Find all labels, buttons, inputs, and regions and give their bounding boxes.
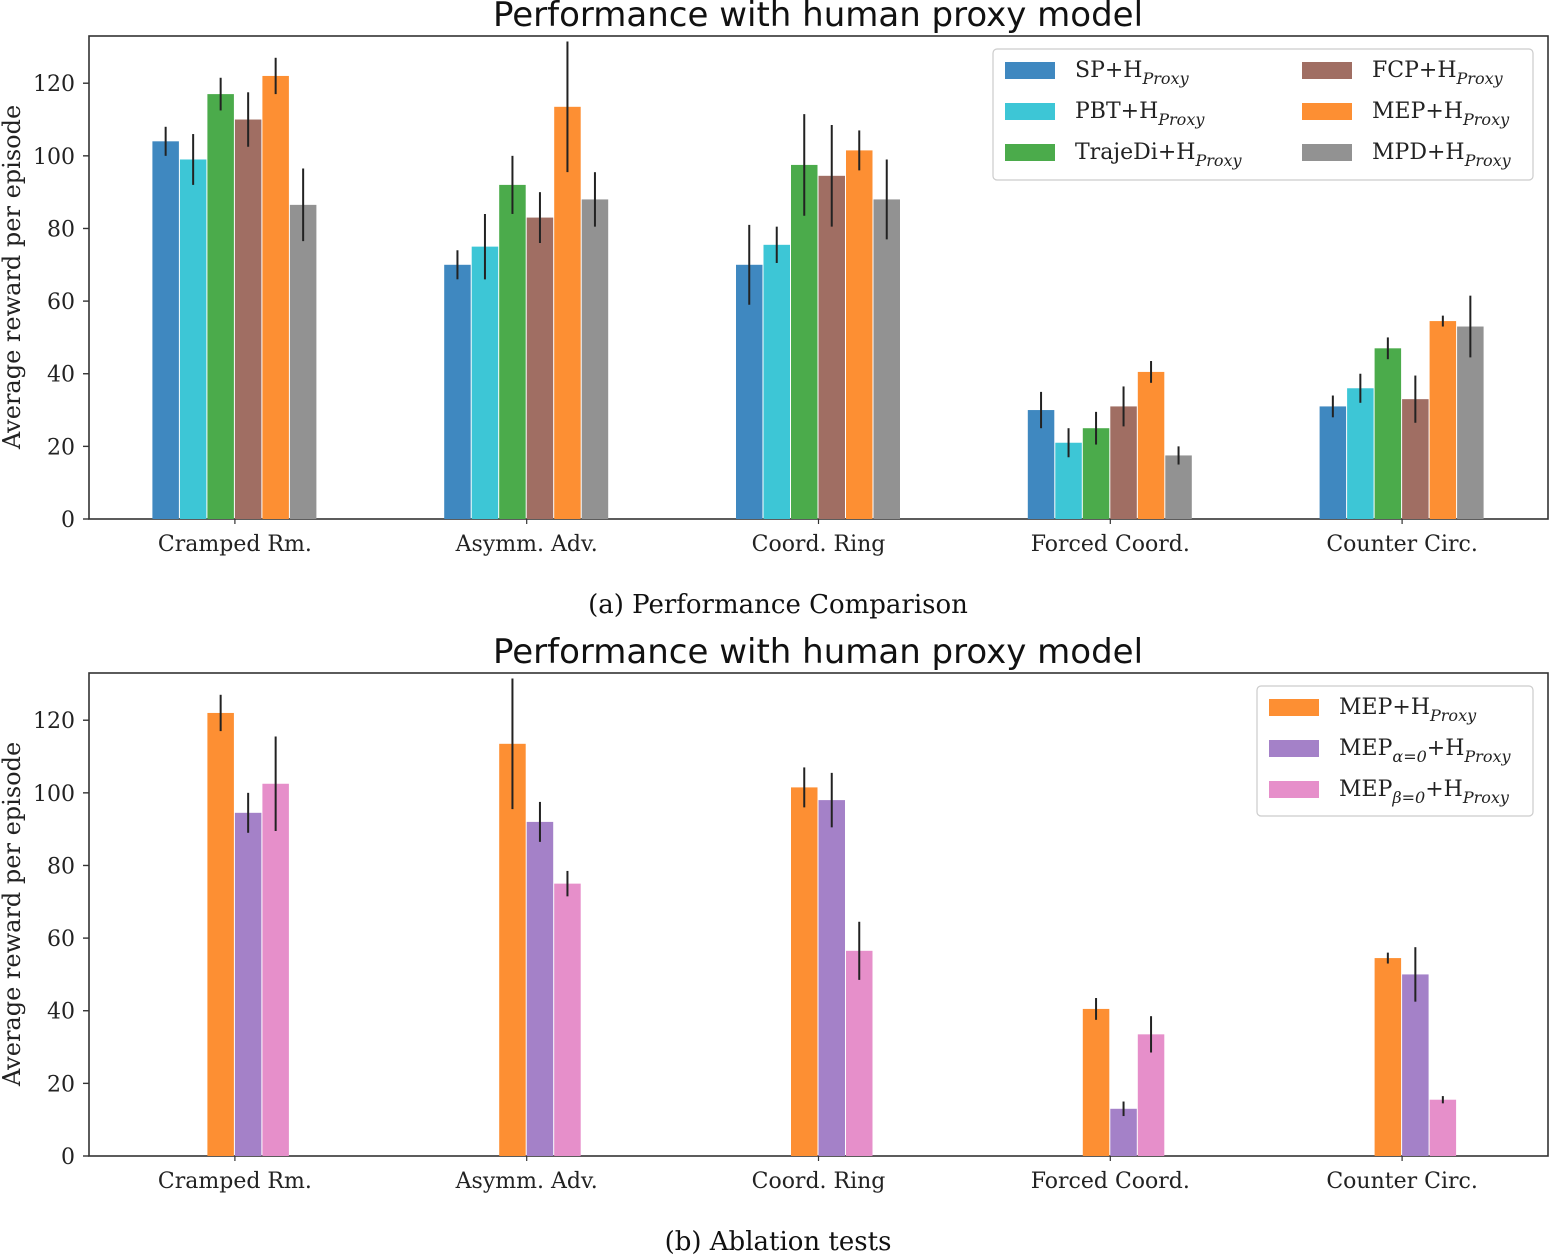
bar	[846, 150, 873, 520]
bar	[1429, 1099, 1457, 1156]
x-tick-label: Asymm. Adv.	[455, 532, 598, 557]
x-tick-label: Coord. Ring	[752, 1169, 886, 1194]
legend-swatch	[1269, 740, 1319, 757]
chart-title: Performance with human proxy model	[493, 0, 1143, 35]
bar	[526, 217, 554, 519]
y-tick-label: 0	[61, 1145, 75, 1170]
legend: MEP+HProxy MEPα=0+HProxy MEPβ=0+HProxy	[1256, 685, 1534, 817]
x-tick-label: Counter Circ.	[1326, 1169, 1478, 1194]
y-tick-label: 100	[33, 145, 75, 170]
y-axis-label: Average reward per episode	[0, 105, 26, 450]
legend-box	[1256, 685, 1534, 817]
bar	[791, 164, 818, 519]
bar	[818, 800, 845, 1156]
bar	[234, 812, 262, 1156]
chart-ablation-tests: Performance with human proxy model Avera…	[0, 632, 1549, 1256]
legend-label: PBT+HProxy	[1075, 99, 1205, 129]
legend-label: SP+HProxy	[1075, 58, 1190, 88]
bar	[1110, 1108, 1137, 1156]
bar	[289, 204, 317, 520]
bar	[1374, 348, 1402, 519]
chart-title: Performance with human proxy model	[493, 632, 1143, 672]
bar	[1402, 974, 1429, 1156]
bar	[207, 94, 234, 520]
bar	[763, 244, 790, 519]
legend-swatch	[1005, 144, 1055, 161]
x-tick-label: Asymm. Adv.	[455, 1169, 598, 1194]
bar	[499, 743, 526, 1156]
legend-label: TrajeDi+HProxy	[1075, 140, 1243, 170]
x-tick-label: Forced Coord.	[1031, 532, 1190, 557]
bar	[1165, 455, 1192, 519]
bar	[791, 787, 818, 1156]
plot-area: 0 20 40 60 80 100 120 Cramped Rm. Asymm. Adv. Coo…	[33, 35, 1549, 557]
legend-swatch	[1005, 103, 1055, 120]
figure-caption: (b) Ablation tests	[665, 1227, 892, 1256]
legend-label: MPD+HProxy	[1372, 140, 1512, 170]
y-tick-label: 20	[47, 435, 75, 460]
legend-swatch	[1302, 144, 1352, 161]
bar	[152, 141, 179, 519]
y-tick-label: 40	[47, 1000, 75, 1025]
y-tick-label: 60	[47, 927, 75, 952]
legend-label: FCP+HProxy	[1372, 58, 1504, 88]
bar	[262, 75, 289, 520]
legend: SP+HProxy PBT+HProxy TrajeDi+HProxy FCP+HPr…	[992, 48, 1534, 181]
legend-swatch	[1269, 699, 1319, 716]
legend-label: MEPβ=0+HProxy	[1339, 777, 1510, 807]
bar	[471, 246, 499, 519]
bar	[1457, 326, 1484, 519]
legend-swatch	[1302, 103, 1352, 120]
bar	[1319, 406, 1347, 519]
y-tick-label: 120	[33, 709, 75, 734]
bar	[499, 184, 526, 520]
legend-swatch	[1269, 781, 1319, 798]
y-tick-label: 0	[61, 508, 75, 533]
bar	[873, 199, 900, 519]
bar	[262, 783, 289, 1156]
bar	[1137, 371, 1165, 519]
y-tick-label: 40	[47, 363, 75, 388]
y-tick-label: 20	[47, 1072, 75, 1097]
legend-swatch	[1302, 62, 1352, 79]
x-tick-label: Cramped Rm.	[158, 532, 312, 557]
x-tick-label: Counter Circ.	[1326, 532, 1478, 557]
bar	[234, 119, 262, 520]
legend-label: MEP+HProxy	[1339, 695, 1477, 725]
y-tick-label: 80	[47, 854, 75, 879]
bar	[1374, 958, 1402, 1156]
bar	[818, 175, 845, 519]
y-tick-label: 100	[33, 782, 75, 807]
x-tick-label: Cramped Rm.	[158, 1169, 312, 1194]
bar	[736, 264, 763, 519]
legend-label: MEP+HProxy	[1372, 99, 1510, 129]
chart-performance-comparison: Performance with human proxy model Avera…	[0, 0, 1549, 620]
bar	[444, 264, 471, 519]
y-axis-label: Average reward per episode	[0, 742, 26, 1087]
bar	[1347, 388, 1374, 519]
bar	[554, 106, 581, 519]
bar	[1082, 1008, 1110, 1156]
y-tick-label: 80	[47, 217, 75, 242]
legend-swatch	[1005, 62, 1055, 79]
bar	[846, 950, 873, 1156]
bar	[1137, 1034, 1165, 1156]
bar	[179, 159, 207, 519]
x-tick-label: Coord. Ring	[752, 532, 886, 557]
legend-box	[992, 48, 1534, 181]
plot-area: 0 20 40 60 80 100 120 Cramped Rm. Asymm. Adv. Coo…	[33, 672, 1549, 1194]
bar	[1429, 321, 1457, 519]
bar	[526, 821, 554, 1156]
bar	[554, 883, 581, 1156]
bar	[207, 712, 234, 1156]
y-tick-label: 60	[47, 290, 75, 315]
bar	[581, 199, 609, 519]
x-tick-label: Forced Coord.	[1031, 1169, 1190, 1194]
y-tick-label: 120	[33, 72, 75, 97]
legend-label: MEPα=0+HProxy	[1339, 736, 1511, 766]
figure-caption: (a) Performance Comparison	[588, 590, 968, 620]
